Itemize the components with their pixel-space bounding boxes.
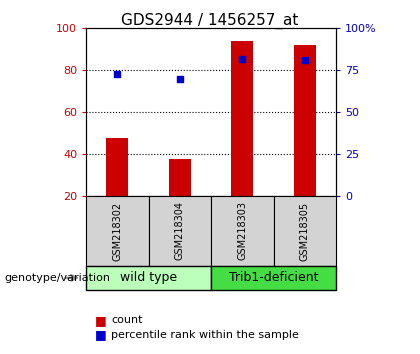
Text: wild type: wild type <box>120 272 177 284</box>
Text: count: count <box>111 315 143 325</box>
Point <box>302 57 308 63</box>
Bar <box>294 45 316 196</box>
Text: percentile rank within the sample: percentile rank within the sample <box>111 330 299 339</box>
Point <box>176 76 183 82</box>
Text: GSM218304: GSM218304 <box>175 201 185 261</box>
Bar <box>231 41 253 196</box>
Bar <box>106 138 128 196</box>
Text: ■: ■ <box>94 328 106 341</box>
Text: GSM218302: GSM218302 <box>112 201 122 261</box>
Point <box>114 71 121 76</box>
Text: GDS2944 / 1456257_at: GDS2944 / 1456257_at <box>121 12 299 29</box>
Text: ■: ■ <box>94 314 106 327</box>
Text: Trib1-deficient: Trib1-deficient <box>229 272 318 284</box>
Text: genotype/variation: genotype/variation <box>4 273 110 283</box>
Point <box>239 56 246 62</box>
Text: GSM218305: GSM218305 <box>300 201 310 261</box>
Bar <box>169 159 191 196</box>
Text: GSM218303: GSM218303 <box>237 201 247 261</box>
